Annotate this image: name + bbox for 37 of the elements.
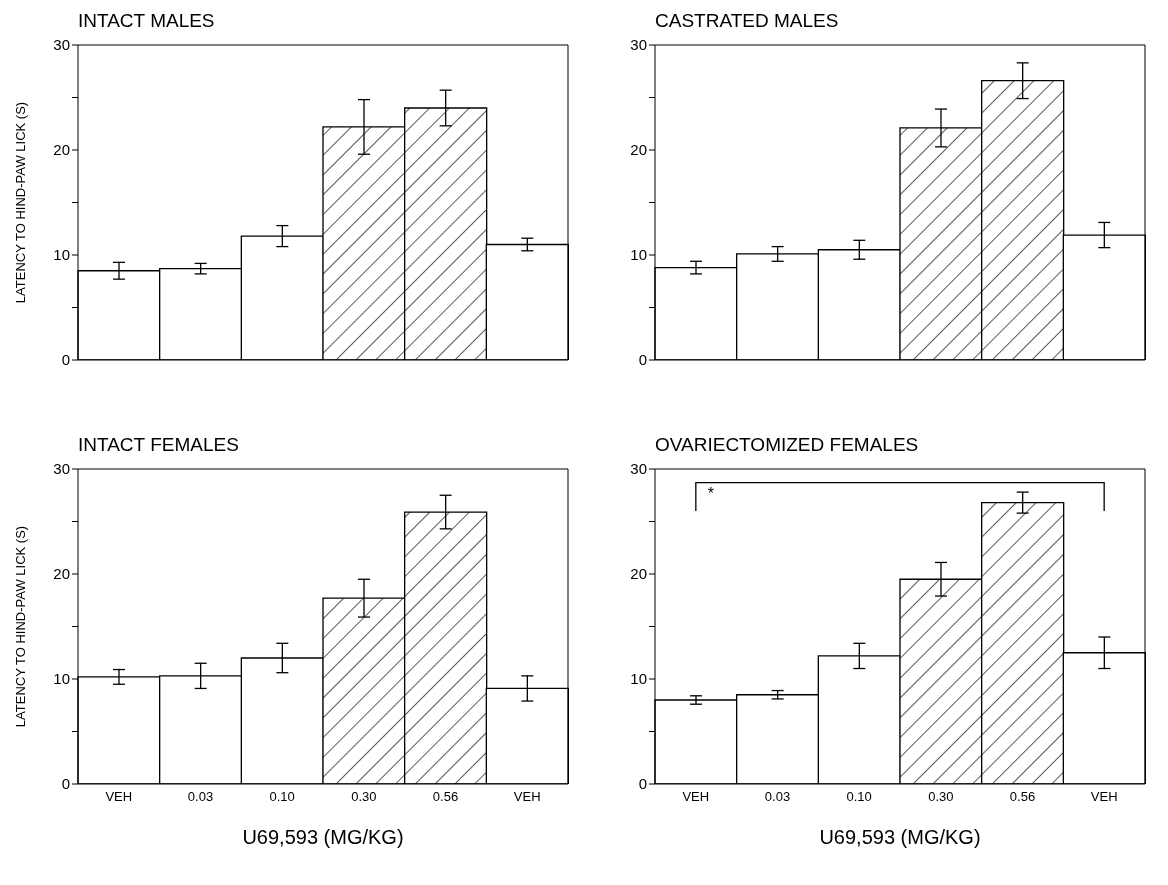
y-tick-label: 30 bbox=[630, 36, 647, 54]
y-tick-label: 10 bbox=[630, 246, 647, 264]
y-tick-label: 20 bbox=[53, 141, 70, 159]
y-tick-label: 0 bbox=[638, 351, 647, 369]
x-tick-label: 0.10 bbox=[269, 789, 295, 805]
y-axis-title: LATENCY TO HIND-PAW LICK (S) bbox=[12, 101, 28, 304]
y-tick-label: 0 bbox=[638, 775, 647, 793]
x-tick-label: VEH bbox=[513, 789, 541, 805]
x-axis-title: U69,593 (MG/KG) bbox=[242, 826, 404, 848]
x-tick-label: 0.56 bbox=[1009, 789, 1036, 805]
y-tick-label: 30 bbox=[53, 460, 70, 478]
x-tick-label: 0.30 bbox=[928, 789, 954, 805]
x-tick-label: 0.03 bbox=[187, 789, 214, 805]
y-tick-label: 20 bbox=[630, 565, 647, 583]
y-tick-label: 0 bbox=[61, 351, 70, 369]
y-tick-label: 20 bbox=[630, 141, 647, 159]
x-tick-label: 0.56 bbox=[432, 789, 459, 805]
y-tick-label: 30 bbox=[630, 460, 647, 478]
x-tick-label: VEH bbox=[1090, 789, 1118, 805]
x-tick-label: 0.10 bbox=[846, 789, 872, 805]
chart-title: OVARIECTOMIZED FEMALES bbox=[654, 433, 920, 457]
y-tick-label: 10 bbox=[53, 246, 70, 264]
chart-title: INTACT FEMALES bbox=[77, 433, 240, 457]
x-axis-title: U69,593 (MG/KG) bbox=[819, 826, 981, 848]
y-tick-label: 20 bbox=[53, 565, 70, 583]
x-tick-label: VEH bbox=[105, 789, 133, 805]
x-tick-label: VEH bbox=[682, 789, 710, 805]
y-tick-label: 10 bbox=[53, 670, 70, 688]
annotation: * bbox=[707, 484, 715, 502]
y-tick-label: 10 bbox=[630, 670, 647, 688]
x-tick-label: 0.30 bbox=[351, 789, 377, 805]
chart-title: INTACT MALES bbox=[77, 9, 216, 33]
x-tick-label: 0.03 bbox=[764, 789, 791, 805]
chart-title: CASTRATED MALES bbox=[654, 9, 840, 33]
y-tick-label: 30 bbox=[53, 36, 70, 54]
y-axis-title: LATENCY TO HIND-PAW LICK (S) bbox=[12, 525, 28, 728]
y-tick-label: 0 bbox=[61, 775, 70, 793]
